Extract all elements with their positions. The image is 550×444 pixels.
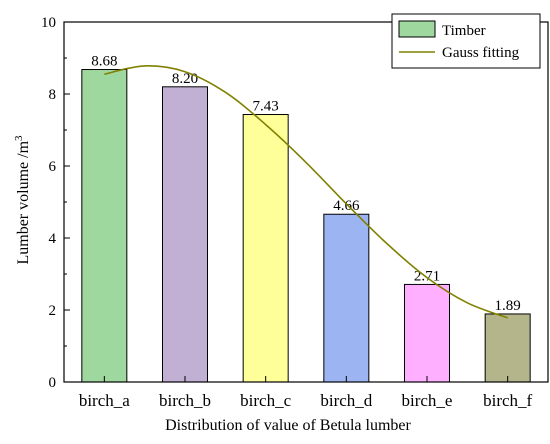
data-label-birch_f: 1.89 xyxy=(495,298,521,314)
y-axis-title: Lumber volume /m3 xyxy=(13,135,32,265)
legend-swatch-timber xyxy=(398,20,436,38)
y-tick-label-0: 0 xyxy=(49,375,57,391)
legend-label-timber: Timber xyxy=(442,23,486,39)
bar-birch_c xyxy=(242,114,289,383)
x-tick-label-birch_f: birch_f xyxy=(483,391,532,410)
plot-frame xyxy=(63,21,549,383)
data-label-birch_b: 8.20 xyxy=(172,71,198,87)
data-label-birch_c: 7.43 xyxy=(253,99,279,115)
x-tick-label-birch_b: birch_b xyxy=(159,391,211,410)
y-tick-label-2: 2 xyxy=(49,303,57,319)
bar-birch_e xyxy=(404,283,450,383)
x-axis-title: Distribution of value of Betula lumber xyxy=(165,417,411,434)
gauss-fit-line xyxy=(104,65,508,319)
y-tick-label-4: 4 xyxy=(49,231,57,247)
x-tick-label-birch_c: birch_c xyxy=(240,391,291,410)
data-label-birch_d: 4.66 xyxy=(333,198,360,214)
bars-layer xyxy=(81,69,531,383)
x-tick-label-birch_a: birch_a xyxy=(79,391,130,410)
y-tick-label-6: 6 xyxy=(49,159,57,175)
legend: Timber Gauss fitting xyxy=(391,13,541,69)
y-tick-label-10: 10 xyxy=(41,15,56,31)
axes-layer: 0 2 4 6 8 10 birch_a birch_b birch_c birch_d birch… xyxy=(41,15,549,410)
y-axis-title-superscript: 3 xyxy=(13,135,25,141)
legend-label-gauss: Gauss fitting xyxy=(442,45,520,61)
y-tick-label-8: 8 xyxy=(49,87,57,103)
data-label-birch_a: 8.68 xyxy=(91,54,117,70)
x-tick-label-birch_d: birch_d xyxy=(320,391,372,410)
bar-birch_a xyxy=(81,69,128,383)
data-labels-layer: 8.688.207.434.662.711.89 xyxy=(91,54,521,314)
x-tick-label-birch_e: birch_e xyxy=(402,391,453,410)
bar-birch_d xyxy=(323,213,370,383)
y-axis-title-main: Lumber volume /m xyxy=(15,140,32,264)
gauss-fit-layer xyxy=(104,65,508,319)
bar-birch_b xyxy=(162,86,208,383)
bar-birch_f xyxy=(484,313,531,383)
